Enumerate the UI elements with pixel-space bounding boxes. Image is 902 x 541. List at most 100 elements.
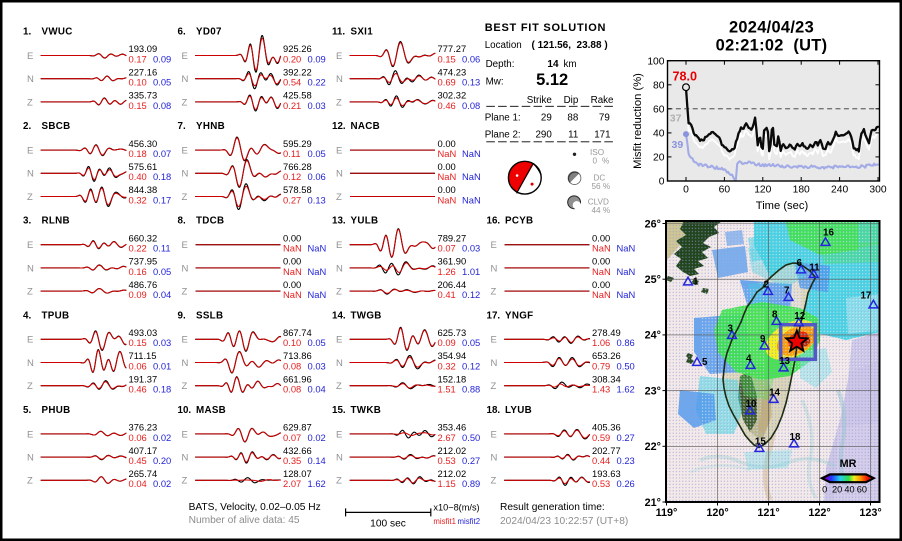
svg-text:Z: Z <box>27 381 33 392</box>
svg-text:1.15: 1.15 <box>438 478 456 489</box>
svg-text:0.12: 0.12 <box>283 171 301 182</box>
svg-text:123°: 123° <box>859 507 881 519</box>
svg-text:0.04: 0.04 <box>129 478 147 489</box>
svg-text:2.67: 2.67 <box>438 432 456 443</box>
svg-text:14: 14 <box>769 388 780 399</box>
svg-text:711.15: 711.15 <box>129 350 157 361</box>
svg-text:361.90: 361.90 <box>438 256 467 267</box>
svg-text:20: 20 <box>832 485 842 495</box>
svg-text:1: 1 <box>693 277 699 288</box>
svg-text:0.11: 0.11 <box>153 243 171 254</box>
svg-text:E: E <box>27 51 33 62</box>
svg-text:TPUB: TPUB <box>42 310 70 321</box>
svg-text:0.27: 0.27 <box>462 455 480 466</box>
svg-text:Rake: Rake <box>591 95 614 106</box>
svg-text:0.59: 0.59 <box>592 432 610 443</box>
svg-text:21°: 21° <box>645 497 661 509</box>
svg-text:Location: Location <box>485 40 522 51</box>
svg-text:17.: 17. <box>487 310 501 321</box>
svg-text:0.17: 0.17 <box>153 194 171 205</box>
svg-text:0.11: 0.11 <box>283 148 301 159</box>
svg-text:SBCB: SBCB <box>42 121 71 132</box>
svg-text:79: 79 <box>599 112 610 123</box>
svg-text:60: 60 <box>857 485 867 495</box>
svg-text:16: 16 <box>823 228 834 239</box>
svg-text:0.88: 0.88 <box>462 384 480 395</box>
svg-text:Strike: Strike <box>527 95 553 106</box>
svg-text:Z: Z <box>182 476 188 487</box>
svg-text:0.03: 0.03 <box>462 243 480 254</box>
svg-text:DC: DC <box>594 173 606 182</box>
svg-text:10: 10 <box>746 399 757 410</box>
svg-text:0.02: 0.02 <box>153 432 171 443</box>
svg-text:212.02: 212.02 <box>438 445 467 456</box>
svg-text:0.79: 0.79 <box>592 360 610 371</box>
svg-text:0.44: 0.44 <box>592 455 610 466</box>
svg-text:26°: 26° <box>645 218 661 230</box>
svg-text:0.20: 0.20 <box>153 455 171 466</box>
svg-text:Dip: Dip <box>564 95 579 106</box>
svg-text:2.: 2. <box>23 121 31 132</box>
svg-text:YNGF: YNGF <box>505 310 533 321</box>
svg-text:629.87: 629.87 <box>283 422 312 433</box>
svg-text:0.05: 0.05 <box>153 77 171 88</box>
svg-text:122°: 122° <box>808 507 830 519</box>
svg-text:0.50: 0.50 <box>462 432 480 443</box>
svg-text:E: E <box>182 240 188 251</box>
svg-text:5.: 5. <box>23 405 31 416</box>
svg-text:0.53: 0.53 <box>438 455 456 466</box>
svg-text:TWGB: TWGB <box>351 310 382 321</box>
svg-text:1.43: 1.43 <box>592 384 610 395</box>
svg-text:1.26: 1.26 <box>438 266 456 277</box>
svg-text:3: 3 <box>728 324 734 335</box>
svg-text:E: E <box>336 240 342 251</box>
svg-text:MR: MR <box>840 458 857 470</box>
svg-text:E: E <box>491 335 497 346</box>
svg-text:Z: Z <box>336 192 342 203</box>
svg-text:0.22: 0.22 <box>129 243 147 254</box>
svg-text:ISO: ISO <box>590 148 604 157</box>
svg-text:E: E <box>491 240 497 251</box>
svg-text:NaN: NaN <box>592 243 611 254</box>
svg-text:0.32: 0.32 <box>129 194 147 205</box>
svg-text:N: N <box>182 358 189 369</box>
svg-text:1.62: 1.62 <box>308 478 326 489</box>
svg-text:171: 171 <box>594 130 610 141</box>
svg-text:BATS, Velocity, 0.02–0.05 Hz: BATS, Velocity, 0.02–0.05 Hz <box>189 502 321 513</box>
svg-text:N: N <box>336 74 343 85</box>
svg-text:NaN: NaN <box>438 194 457 205</box>
svg-text:121°: 121° <box>757 507 779 519</box>
svg-text:0.09: 0.09 <box>153 53 171 64</box>
svg-text:NaN: NaN <box>308 289 327 300</box>
svg-text:766.28: 766.28 <box>283 161 312 172</box>
svg-text:Depth:: Depth: <box>486 59 515 70</box>
svg-text:0.09: 0.09 <box>129 289 147 300</box>
svg-text:0.54: 0.54 <box>283 77 301 88</box>
svg-text:39: 39 <box>672 139 684 151</box>
svg-text:0.86: 0.86 <box>617 337 635 348</box>
svg-text:0.89: 0.89 <box>462 478 480 489</box>
svg-text:%: % <box>602 157 609 166</box>
svg-text:405.36: 405.36 <box>592 422 621 433</box>
svg-text:E: E <box>27 146 33 157</box>
svg-text:10.: 10. <box>178 405 192 416</box>
svg-text:13.: 13. <box>332 216 346 227</box>
svg-text:376.23: 376.23 <box>129 422 158 433</box>
svg-text:660.32: 660.32 <box>129 232 158 243</box>
svg-text:575.61: 575.61 <box>129 161 158 172</box>
svg-text:E: E <box>336 335 342 346</box>
svg-text:191.37: 191.37 <box>129 373 158 384</box>
svg-text:56 %: 56 % <box>592 182 611 191</box>
svg-text:NaN: NaN <box>462 194 481 205</box>
svg-text:TWKB: TWKB <box>351 405 382 416</box>
svg-text:Z: Z <box>27 476 33 487</box>
svg-text:0.00: 0.00 <box>283 279 301 290</box>
svg-text:0.21: 0.21 <box>283 100 301 111</box>
svg-text:88: 88 <box>567 112 578 123</box>
svg-text:NaN: NaN <box>283 243 302 254</box>
svg-text:18: 18 <box>790 432 801 443</box>
svg-text:0.04: 0.04 <box>153 289 171 300</box>
svg-text:SSLB: SSLB <box>196 310 223 321</box>
svg-text:Number of alive data: 45: Number of alive data: 45 <box>189 515 300 526</box>
svg-text:15.: 15. <box>332 405 346 416</box>
